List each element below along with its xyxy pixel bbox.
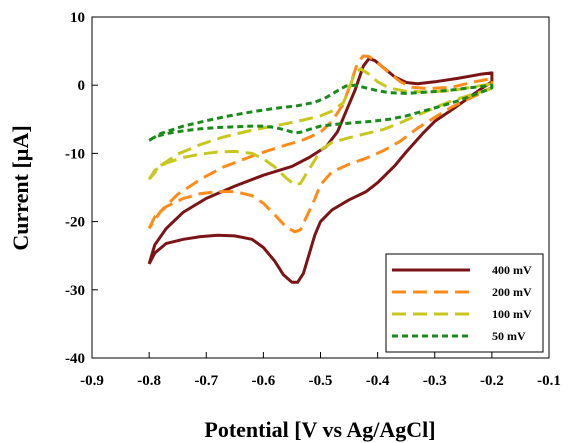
x-axis-ticks: -0.9 -0.8 -0.7 -0.6 -0.5 -0.4 -0.3 -0.2 -0.1 (80, 352, 561, 389)
series-line-50-mv (148, 83, 494, 142)
y-tick-label: -30 (65, 283, 85, 299)
series-layer (147, 54, 494, 284)
y-tick-label: -20 (65, 215, 85, 231)
x-tick-label: -0.9 (80, 373, 104, 389)
x-tick-label: -0.5 (309, 373, 333, 389)
y-tick-label: 0 (78, 78, 86, 94)
y-tick-label: -10 (65, 146, 85, 162)
x-tick-label: -0.1 (537, 373, 561, 389)
x-tick-label: -0.2 (480, 373, 504, 389)
x-axis-title: Potential [V vs Ag/AgCl] (204, 417, 435, 442)
x-tick-label: -0.8 (137, 373, 161, 389)
x-tick-label: -0.6 (252, 373, 276, 389)
legend-label: 200 mV (492, 285, 532, 299)
legend-label: 400 mV (492, 263, 532, 277)
y-axis-ticks: 10 0 -10 -20 -30 -40 (65, 10, 98, 367)
legend-label: 50 mV (492, 329, 526, 343)
x-tick-label: -0.3 (423, 373, 447, 389)
x-tick-label: -0.7 (194, 373, 218, 389)
series-line-100-mv (147, 67, 494, 187)
legend: 400 mV 200 mV 100 mV 50 mV (385, 253, 544, 353)
x-tick-label: -0.4 (366, 373, 390, 389)
y-tick-label: 10 (70, 10, 85, 26)
legend-label: 100 mV (492, 307, 532, 321)
y-axis-title: Current [µA] (8, 125, 33, 250)
y-tick-label: -40 (65, 351, 85, 367)
